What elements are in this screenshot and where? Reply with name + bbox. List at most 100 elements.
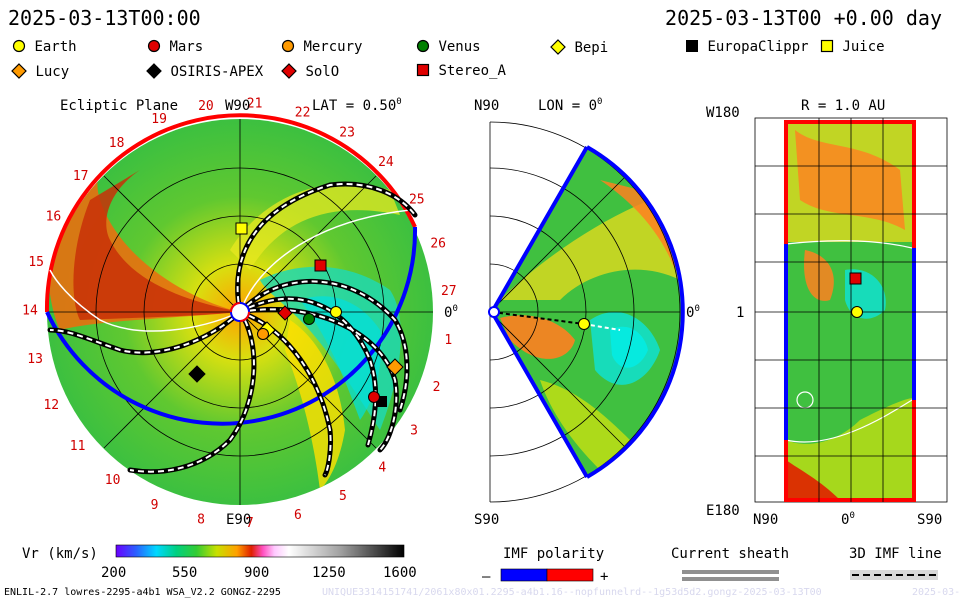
lucy-marker: [386, 358, 404, 376]
legend-label: Bepi: [574, 40, 609, 56]
sector-number: 14: [22, 304, 38, 319]
vr-tick: 900: [244, 565, 269, 581]
imf-plus: +: [600, 569, 608, 585]
imf-polarity-legend: IMF polarity – +: [482, 546, 608, 585]
legend-label: Mars: [169, 39, 204, 55]
meridional-bottom-label: S90: [474, 512, 499, 528]
radial-surface-plot: R = 1.0 AU W180 1 E180 N90 00 S90: [706, 98, 948, 528]
ecliptic-bottom-label: E90: [226, 512, 251, 528]
sector-number: 16: [46, 210, 62, 225]
solo-marker: [277, 305, 293, 321]
sector-number: 12: [43, 398, 59, 413]
vr-label: Vr (km/s): [22, 546, 98, 562]
sector-number: 2: [433, 380, 441, 395]
sector-number: 24: [378, 155, 394, 170]
sector-number: 23: [339, 125, 355, 140]
radial-left-top: W180: [706, 105, 740, 121]
radial-bottom-right: S90: [917, 512, 942, 528]
left-timestamp: 2025-03-13T00:00: [8, 6, 201, 30]
legend-label: Earth: [34, 39, 77, 55]
current-sheath-legend: Current sheath: [671, 546, 789, 581]
imf-polarity-ring-positive: [44, 113, 417, 313]
radial-left-bottom: E180: [706, 503, 740, 519]
earth-marker: [330, 306, 342, 318]
earth-marker-icon: [12, 39, 26, 53]
meridional-earth-marker: [578, 318, 590, 330]
legend-item-stereo-a: Stereo_A: [416, 63, 506, 79]
legend-item-lucy: Lucy: [11, 63, 69, 80]
radial-earth-marker: [851, 306, 863, 318]
sector-number: 26: [430, 237, 446, 252]
imf-negative-swatch: [500, 568, 548, 582]
sector-number: 15: [28, 255, 44, 270]
meridional-imf-ring: [586, 145, 685, 479]
mars-marker: [368, 391, 380, 403]
legend-item-osiris-apex: OSIRIS-APEX: [146, 63, 263, 80]
imf-3d-legend: 3D IMF line: [849, 546, 942, 580]
mercury-marker-icon: [281, 39, 295, 53]
vr-tick: 200: [101, 565, 126, 581]
legend-label: SolO: [305, 64, 340, 80]
ecliptic-top-label: W90: [225, 98, 250, 114]
sector-number: 18: [109, 136, 125, 151]
sector-number: 4: [378, 460, 386, 475]
solo-marker-icon: [281, 63, 297, 79]
lucy-marker-icon: [11, 63, 27, 79]
footer-run-id: UNIQUE3314151741/2061x80x01.2295-a4b1.16…: [322, 587, 822, 598]
sector-number: 5: [339, 489, 347, 504]
radial-bottom-left: N90: [753, 512, 778, 528]
sector-number: 25: [409, 193, 425, 208]
sector-number: 1: [444, 333, 452, 348]
juice-marker-icon: [820, 39, 834, 53]
legend-item-bepi: Bepi: [550, 39, 608, 56]
sector-number: 9: [151, 498, 159, 513]
radial-left-mid: 1: [736, 305, 744, 321]
legend-label: Mercury: [303, 39, 363, 55]
lon-label: LON = 00: [538, 97, 602, 114]
current-sheath-label: Current sheath: [671, 546, 789, 562]
imf-minus: –: [482, 569, 491, 585]
sector-number: 13: [27, 352, 43, 367]
vr-tick: 1600: [383, 565, 417, 581]
osiris-apex-marker-icon: [146, 63, 162, 79]
sector-number: 3: [410, 423, 418, 438]
legend-label: Juice: [842, 39, 885, 55]
osiris-apex-marker: [188, 365, 206, 383]
radial-bottom-mid: 00: [841, 511, 855, 528]
lat-label: LAT = 0.500: [312, 97, 402, 114]
legend-item-mars: Mars: [147, 39, 203, 55]
mars-marker-icon: [147, 39, 161, 53]
juice-marker: [235, 222, 248, 235]
vr-gradient-bar: [115, 544, 405, 558]
legend-label: Stereo_A: [438, 63, 506, 79]
legend-item-europaclipper: EuropaClippr: [685, 39, 809, 55]
vr-tick: 1250: [312, 565, 346, 581]
vr-tick: 550: [172, 565, 197, 581]
footer-date: 2025-03-14: [912, 587, 960, 598]
radial-stereo-a-marker: [849, 272, 862, 285]
sector-number: 10: [105, 473, 121, 488]
sector-number: 11: [70, 439, 86, 454]
venus-marker-icon: [416, 39, 430, 53]
radial-top-label: R = 1.0 AU: [801, 98, 885, 114]
sector-number: 20: [198, 99, 214, 114]
right-timestamp: 2025-03-13T00 +0.00 day: [665, 6, 942, 30]
meridional-top-label: N90: [474, 98, 499, 114]
legend-label: EuropaClippr: [707, 39, 809, 55]
legend-item-juice: Juice: [820, 39, 885, 55]
imf-3d-swatch: [850, 570, 938, 580]
imf-polarity-ring-negative: [45, 226, 418, 426]
footer-left: ENLIL-2.7 lowres-2295-a4b1 WSA_V2.2 GONG…: [4, 587, 281, 598]
legend-item-venus: Venus: [416, 39, 481, 55]
legend-label: Lucy: [35, 64, 70, 80]
legend-item-mercury: Mercury: [281, 39, 362, 55]
ecliptic-title: Ecliptic Plane: [60, 98, 178, 114]
imf-3d-label: 3D IMF line: [849, 546, 942, 562]
imf-positive-swatch: [546, 568, 594, 582]
stereo-a-marker: [314, 259, 327, 272]
sector-number: 19: [151, 112, 167, 127]
vr-colorbar: Vr (km/s) 200 550 900 1250 1600: [22, 544, 417, 581]
